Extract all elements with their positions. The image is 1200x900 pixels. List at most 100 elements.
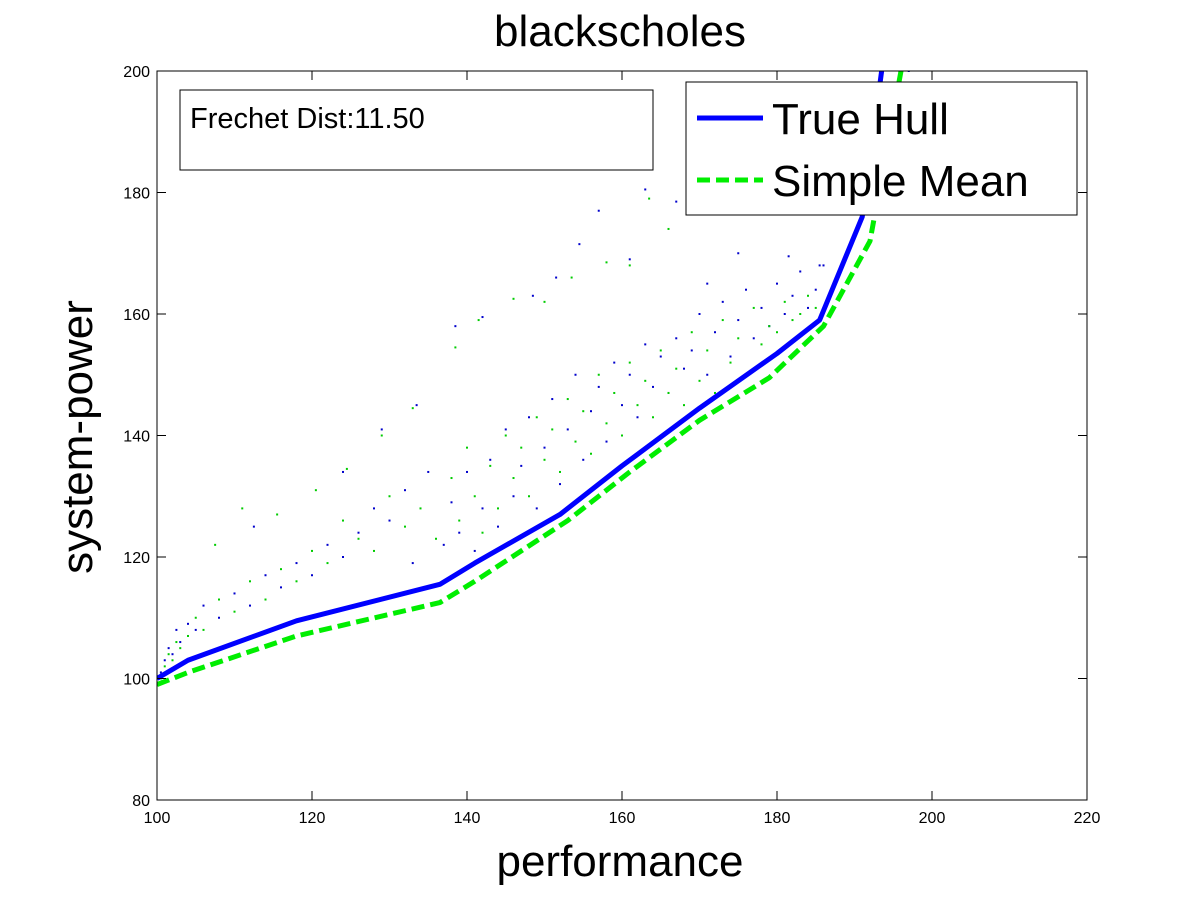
scatter-point	[345, 467, 348, 470]
scatter-point	[373, 507, 375, 510]
scatter-point	[163, 659, 166, 662]
x-tick-label: 160	[609, 810, 636, 827]
scatter-point	[380, 434, 383, 437]
scatter-point	[481, 316, 484, 319]
scatter-point	[411, 562, 414, 565]
scatter-point	[706, 282, 709, 285]
scatter-point	[504, 428, 507, 431]
y-tick-label: 100	[123, 672, 150, 689]
scatter-point	[388, 495, 391, 498]
legend-label-simple-mean: Simple Mean	[772, 157, 1029, 206]
scatter-point	[175, 641, 178, 644]
scatter-point	[357, 537, 360, 540]
y-tick-label: 140	[123, 429, 150, 446]
scatter-point	[574, 373, 577, 376]
y-axis-label: system-power	[53, 300, 102, 574]
scatter-point	[776, 331, 778, 334]
scatter-point	[528, 416, 530, 419]
scatter-point	[218, 598, 220, 601]
scatter-point	[683, 404, 685, 407]
scatter-point	[411, 407, 414, 410]
annotation-box: Frechet Dist:11.50	[179, 89, 654, 171]
scatter-point	[264, 598, 267, 601]
scatter-point	[628, 361, 631, 364]
scatter-point	[799, 313, 802, 315]
scatter-point	[555, 276, 558, 279]
scatter-point	[659, 355, 662, 358]
scatter-point	[628, 373, 631, 376]
scatter-point	[621, 434, 623, 437]
scatter-point	[737, 252, 740, 255]
scatter-point	[737, 319, 740, 322]
scatter-point	[202, 604, 205, 607]
scatter-point	[458, 519, 461, 522]
legend-label-true-hull: True Hull	[772, 95, 949, 144]
scatter-point	[489, 458, 492, 461]
scatter-point	[644, 188, 647, 191]
scatter-point	[512, 495, 515, 498]
scatter-point	[311, 549, 313, 552]
scatter-point	[342, 519, 344, 522]
scatter-point	[512, 297, 515, 300]
scatter-point	[175, 628, 178, 631]
scatter-point	[504, 434, 507, 437]
scatter-point	[605, 261, 608, 264]
scatter-point	[543, 446, 546, 449]
scatter-point	[357, 531, 360, 534]
scatter-point	[574, 440, 577, 443]
legend: True Hull Simple Mean	[685, 81, 1078, 216]
scatter-point	[768, 325, 771, 328]
scatter-point	[690, 331, 693, 334]
scatter-point	[249, 604, 251, 607]
scatter-point	[721, 319, 724, 322]
scatter-point	[167, 653, 170, 656]
x-axis-label: performance	[496, 837, 743, 886]
annotation-frame	[179, 89, 654, 171]
scatter-point	[597, 373, 600, 376]
scatter-point	[791, 294, 794, 297]
scatter-point	[690, 349, 693, 352]
scatter-point	[667, 227, 670, 230]
scatter-point	[807, 306, 809, 309]
scatter-point	[644, 379, 647, 382]
scatter-point	[179, 641, 182, 644]
series-line-simple-mean	[157, 71, 904, 687]
scatter-point	[342, 470, 344, 473]
x-tick-label: 180	[764, 810, 791, 827]
scatter-point	[512, 477, 515, 480]
scatter-point	[783, 313, 786, 315]
scatter-point	[466, 470, 468, 473]
chart-title: blackscholes	[494, 7, 746, 56]
scatter-point	[605, 440, 608, 443]
scatter-point	[167, 647, 170, 650]
scatter-point	[404, 489, 406, 492]
x-tick-label: 120	[299, 810, 326, 827]
scatter-point	[578, 243, 581, 246]
scatter-point	[473, 495, 476, 498]
y-tick-label: 80	[132, 793, 150, 810]
scatter-point	[314, 489, 317, 492]
scatter-point	[652, 385, 654, 388]
scatter-point	[454, 325, 457, 328]
scatter-point	[814, 306, 817, 309]
scatter-point	[528, 495, 530, 498]
scatter-point	[458, 531, 461, 534]
x-tick-label: 200	[919, 810, 946, 827]
scatter-point	[582, 410, 585, 413]
scatter-point	[667, 391, 670, 394]
scatter-point	[659, 349, 662, 352]
scatter-point	[628, 264, 631, 267]
scatter-point	[698, 313, 701, 315]
scatter-point	[698, 379, 701, 382]
scatter-point	[559, 483, 561, 486]
y-tick-label: 160	[123, 307, 150, 324]
scatter-point	[454, 346, 457, 349]
scatter-point	[714, 331, 716, 334]
scatter-point	[582, 458, 585, 461]
scatter-point	[194, 616, 197, 619]
scatter-point	[252, 525, 255, 528]
scatter-point	[415, 404, 418, 407]
scatter-point	[636, 416, 639, 419]
scatter-point	[644, 343, 647, 346]
x-tick-label: 220	[1074, 810, 1101, 827]
